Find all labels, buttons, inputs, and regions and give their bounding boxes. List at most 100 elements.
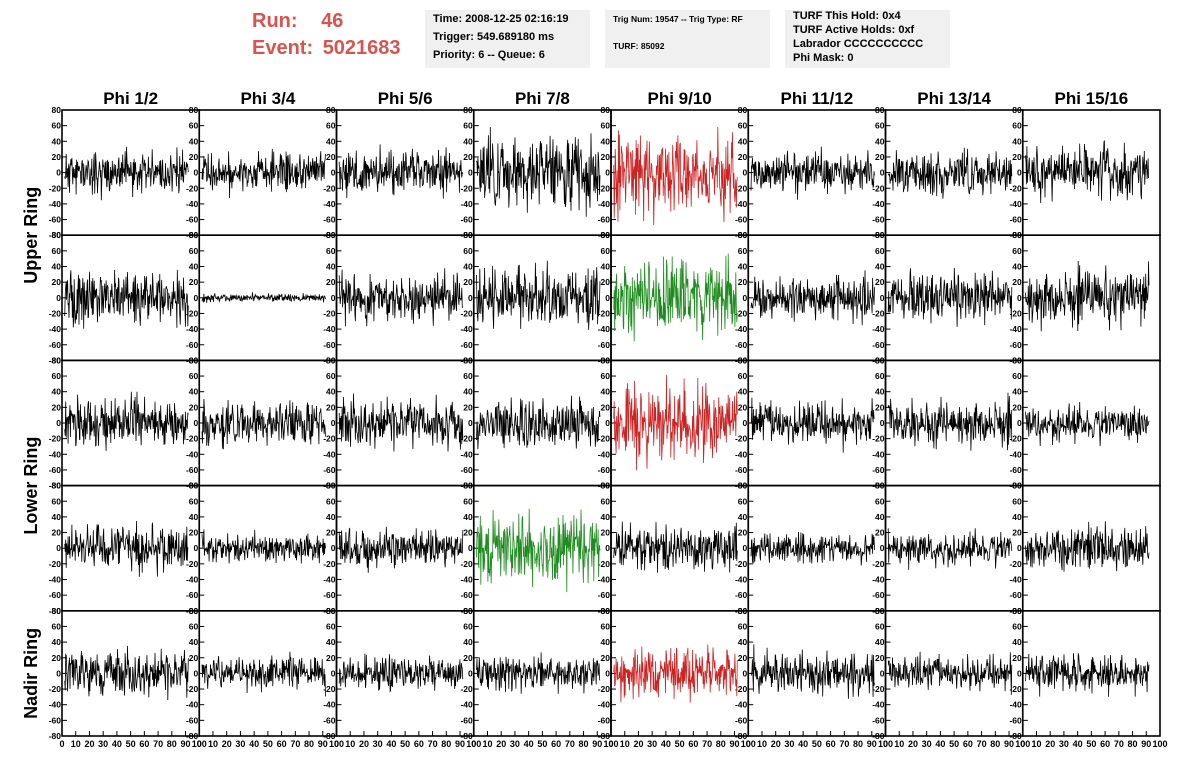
y-tick-label: -40 <box>186 700 199 710</box>
y-tick-label: 60 <box>463 121 473 131</box>
y-tick-label: -80 <box>460 731 473 741</box>
x-tick-label: 0 <box>197 739 202 749</box>
y-tick-label: -20 <box>49 684 62 694</box>
event-line: Event: 5021683 <box>252 37 401 60</box>
x-tick-label: 50 <box>126 739 136 749</box>
waveform-trace <box>887 651 1013 695</box>
y-tick-label: -80 <box>49 230 62 240</box>
x-tick-label: 70 <box>839 739 849 749</box>
run-line: Run: 46 <box>252 10 343 33</box>
x-tick-label: 30 <box>235 739 245 749</box>
y-tick-label: 20 <box>326 402 336 412</box>
y-tick-label: -20 <box>323 183 336 193</box>
x-tick-label: 40 <box>661 739 671 749</box>
y-tick-label: 60 <box>875 371 885 381</box>
y-tick-label: 80 <box>463 606 473 616</box>
x-tick-label: 0 <box>59 739 64 749</box>
y-tick-label: 0 <box>194 543 199 553</box>
turf-panel: TURF This Hold: 0x4 TURF Active Holds: 0… <box>785 10 950 68</box>
x-tick-label: 100 <box>466 739 481 749</box>
y-tick-label: 60 <box>52 371 62 381</box>
waveform-trace <box>613 644 738 703</box>
y-tick-label: -40 <box>1009 700 1022 710</box>
y-tick-label: -40 <box>323 449 336 459</box>
y-tick-label: -60 <box>186 340 199 350</box>
y-tick-label: -40 <box>872 449 885 459</box>
y-tick-label: 20 <box>875 152 885 162</box>
y-tick-label: 60 <box>875 621 885 631</box>
y-tick-label: -60 <box>1009 715 1022 725</box>
y-tick-label: 0 <box>56 543 61 553</box>
x-tick-label: 40 <box>524 739 534 749</box>
y-tick-label: 40 <box>1012 387 1022 397</box>
x-tick-label: 20 <box>1045 739 1055 749</box>
y-tick-label: -60 <box>323 215 336 225</box>
y-tick-label: 0 <box>468 418 473 428</box>
y-tick-label: 60 <box>52 496 62 506</box>
y-tick-label: 40 <box>189 637 199 647</box>
y-tick-label: 0 <box>743 418 748 428</box>
y-tick-label: -40 <box>735 449 748 459</box>
y-tick-label: -60 <box>323 340 336 350</box>
waveform-trace <box>201 529 326 564</box>
x-tick-label: 0 <box>608 739 613 749</box>
y-tick-label: -60 <box>460 340 473 350</box>
x-tick-label: 90 <box>318 739 328 749</box>
waveform-trace <box>64 146 189 201</box>
y-tick-label: 40 <box>601 387 611 397</box>
y-tick-label: 40 <box>601 262 611 272</box>
waveform-trace <box>750 146 875 200</box>
y-tick-label: 0 <box>468 168 473 178</box>
y-tick-label: -40 <box>323 324 336 334</box>
y-tick-label: 80 <box>601 230 611 240</box>
y-tick-label: -60 <box>735 715 748 725</box>
y-tick-label: -40 <box>598 199 611 209</box>
waveform-trace <box>613 126 738 226</box>
y-tick-label: -40 <box>460 449 473 459</box>
y-tick-label: -60 <box>735 590 748 600</box>
y-tick-label: -40 <box>1009 575 1022 585</box>
y-tick-label: -40 <box>323 575 336 585</box>
y-tick-label: 0 <box>1017 168 1022 178</box>
y-tick-label: 60 <box>463 621 473 631</box>
y-tick-label: -80 <box>49 606 62 616</box>
y-tick-label: 60 <box>738 496 748 506</box>
y-tick-label: 0 <box>331 168 336 178</box>
y-tick-label: -80 <box>323 731 336 741</box>
y-tick-label: 0 <box>743 168 748 178</box>
y-tick-label: 80 <box>738 230 748 240</box>
waveform-trace <box>338 268 464 327</box>
y-tick-label: 20 <box>1012 277 1022 287</box>
x-tick-label: 20 <box>84 739 94 749</box>
y-tick-label: 60 <box>463 246 473 256</box>
y-tick-label: 40 <box>738 136 748 146</box>
x-tick-label: 50 <box>949 739 959 749</box>
y-tick-label: 60 <box>1012 121 1022 131</box>
x-tick-label: 30 <box>784 739 794 749</box>
y-tick-label: 60 <box>738 246 748 256</box>
column-label: Phi 11/12 <box>780 89 853 108</box>
y-tick-label: 0 <box>194 668 199 678</box>
y-tick-label: -60 <box>872 340 885 350</box>
x-tick-label: 0 <box>334 739 339 749</box>
y-tick-label: 20 <box>1012 653 1022 663</box>
waveform-trace <box>1025 521 1150 572</box>
y-tick-label: -40 <box>186 324 199 334</box>
y-tick-label: 40 <box>601 512 611 522</box>
x-tick-label: 40 <box>798 739 808 749</box>
row-group-label: Lower Ring <box>21 437 41 535</box>
y-tick-label: -60 <box>872 715 885 725</box>
trigger-text: Trigger: 549.689180 ms <box>433 31 555 43</box>
y-tick-label: -20 <box>1009 559 1022 569</box>
y-tick-label: 80 <box>463 355 473 365</box>
x-tick-label: 30 <box>922 739 932 749</box>
y-tick-label: -20 <box>460 434 473 444</box>
y-tick-label: 80 <box>189 481 199 491</box>
y-tick-label: -40 <box>1009 324 1022 334</box>
y-tick-label: -40 <box>49 324 62 334</box>
y-tick-label: 80 <box>601 481 611 491</box>
y-tick-label: 60 <box>601 246 611 256</box>
waveform-trace <box>750 531 875 566</box>
y-tick-label: -80 <box>49 731 62 741</box>
y-tick-label: 20 <box>326 653 336 663</box>
